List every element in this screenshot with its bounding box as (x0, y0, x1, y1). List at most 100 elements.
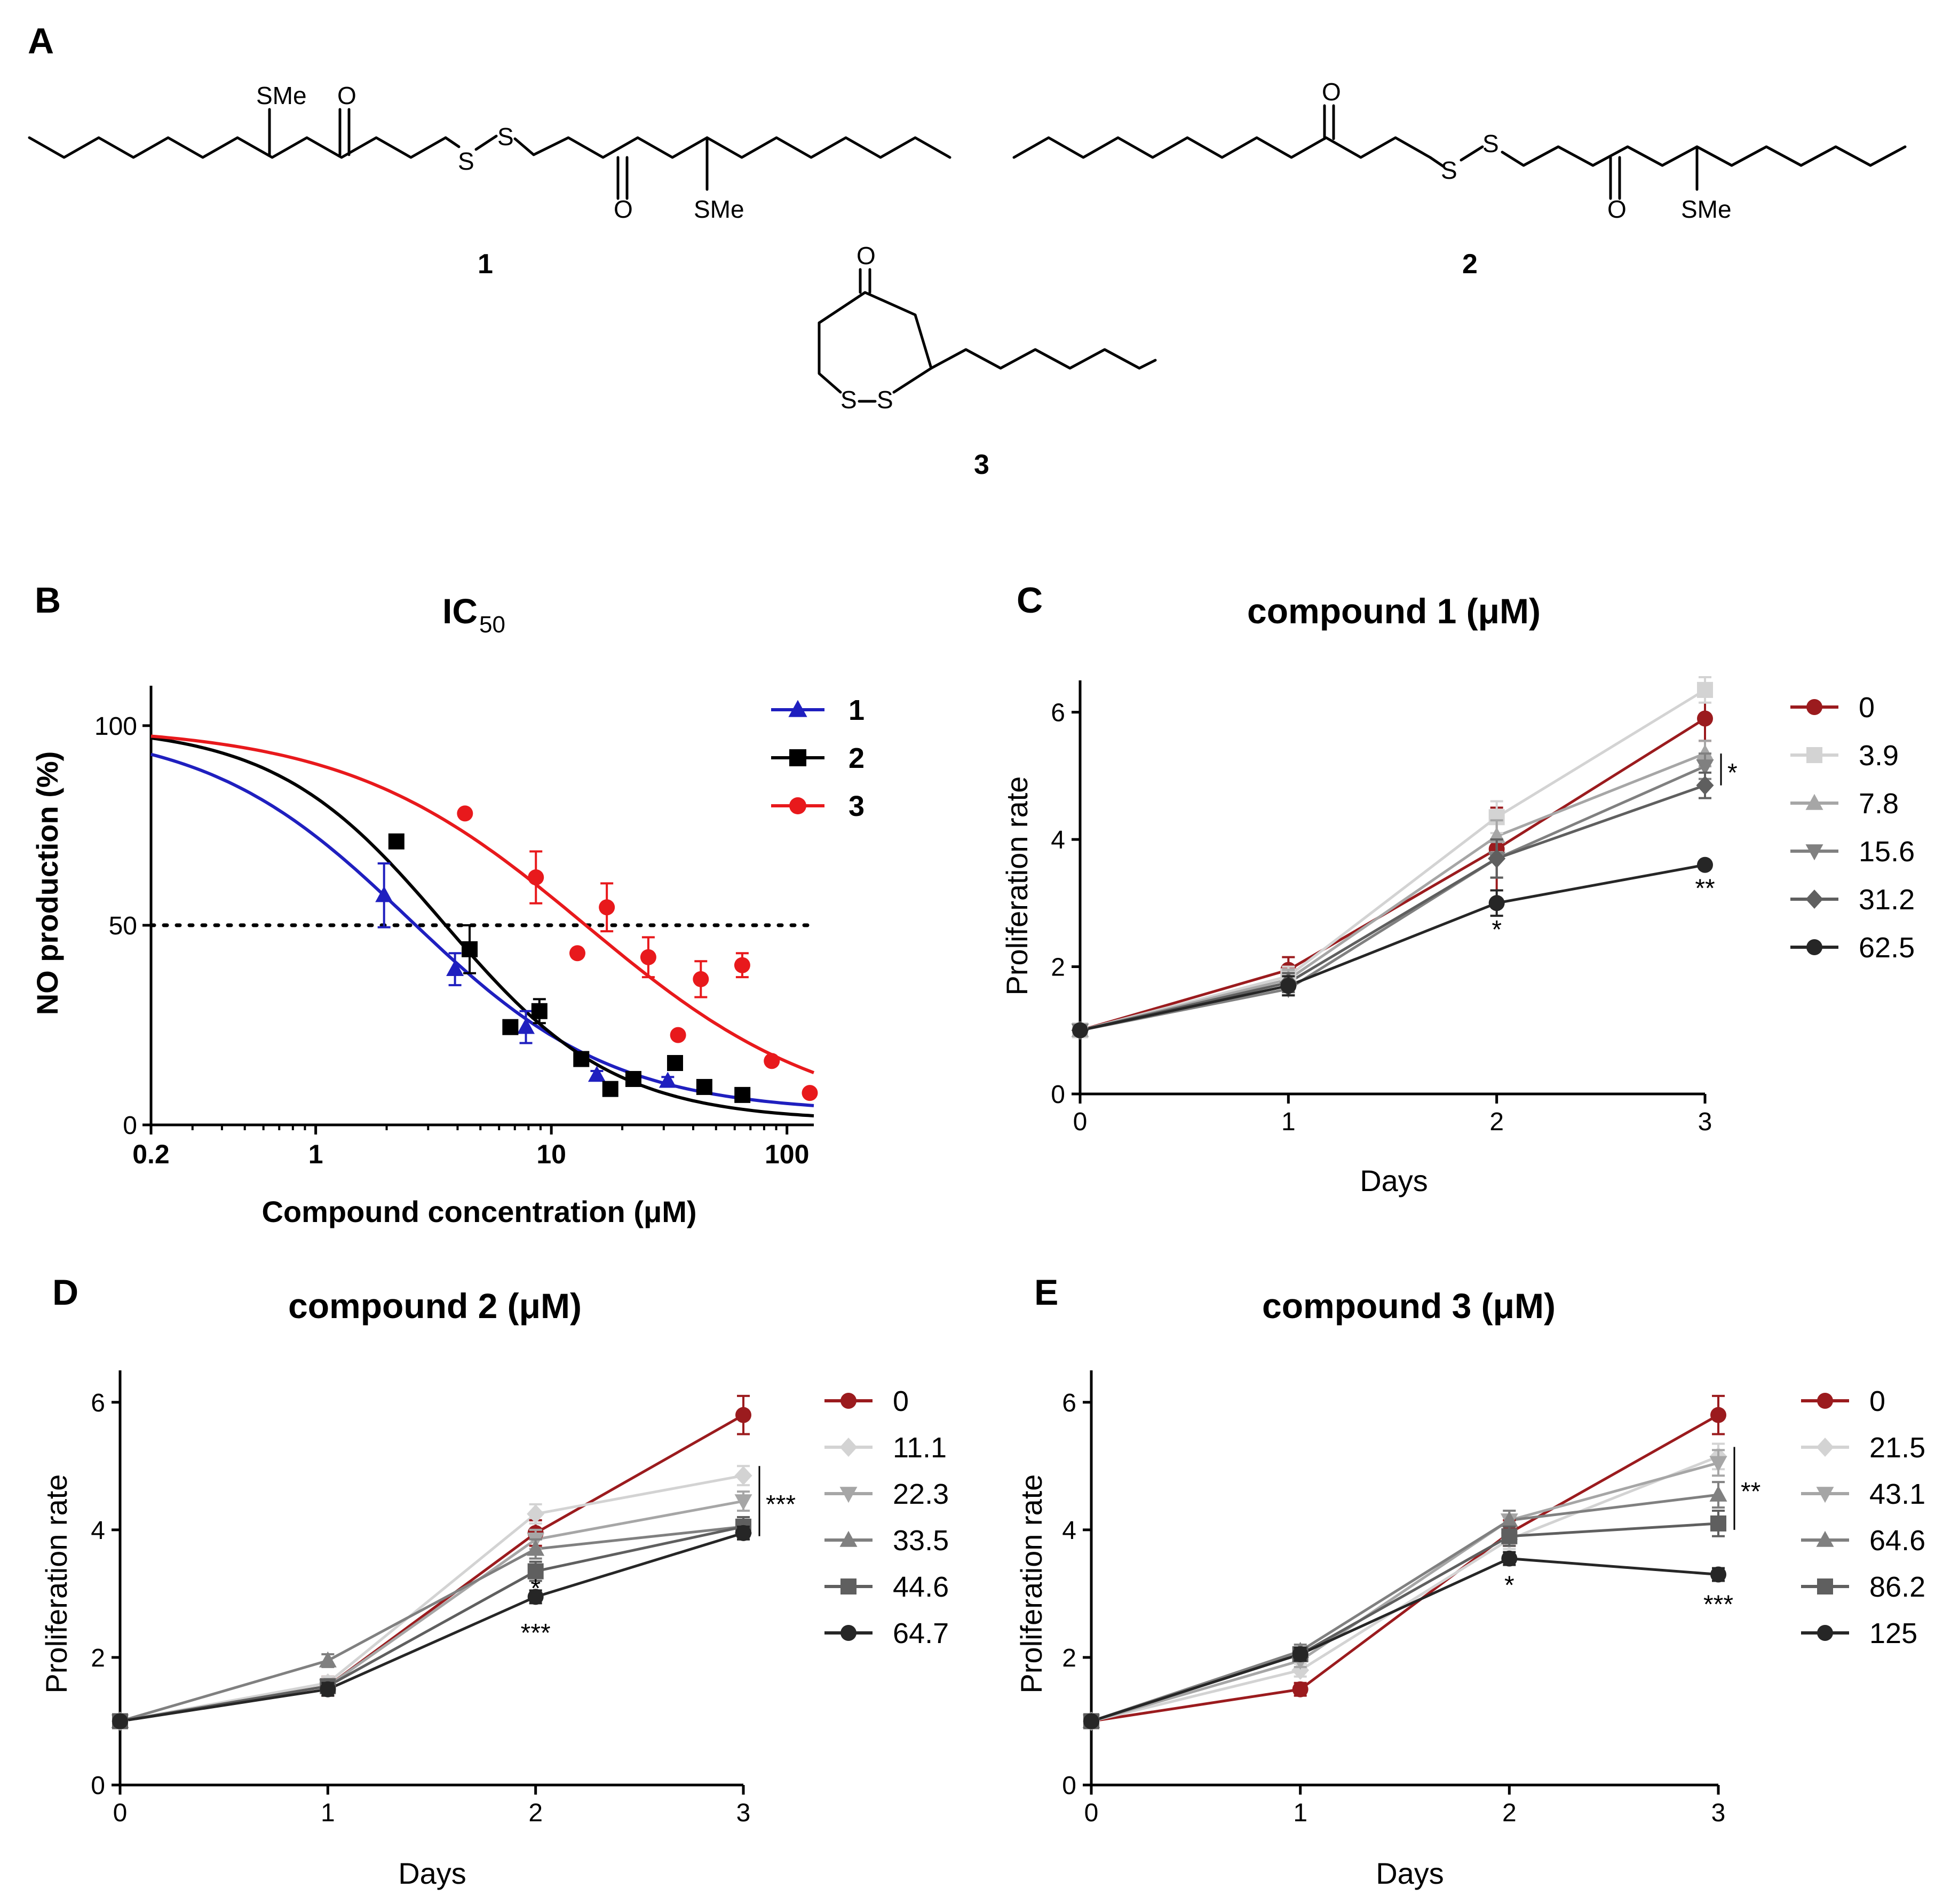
chart-d-legend-marker-64.7 (840, 1625, 856, 1641)
panel-d: D compound 2 (μM) Proliferation rate Day… (39, 1272, 949, 1890)
chart-c-line-31.2 (1080, 784, 1706, 1032)
chart-b-ytick-label-2: 100 (94, 712, 137, 741)
chart-e-point-125-3 (1710, 1566, 1726, 1583)
chart-b-point-3-1 (528, 869, 544, 886)
chart-e-legend-marker-0 (1817, 1393, 1833, 1409)
chart-d-legend-label-33.5: 33.5 (893, 1525, 949, 1557)
chart-e-line-64.6 (1091, 1493, 1719, 1723)
chart-b-point-1-3 (588, 1066, 606, 1082)
panel-label-b: B (35, 580, 61, 621)
chart-c-legend-label-31.2: 31.2 (1859, 884, 1915, 916)
chart-d-ytick-label-0: 0 (91, 1772, 105, 1800)
chart-e-legend-label-0: 0 (1869, 1385, 1885, 1417)
atom-s-2b: S (1482, 130, 1499, 157)
chart-c-point-62.5-1 (1280, 978, 1297, 994)
chart-b-point-3-7 (734, 957, 750, 973)
atom-s-3b: S (877, 386, 893, 414)
atom-s-1a: S (458, 147, 474, 175)
chart-d-point-64.7-3 (735, 1525, 751, 1541)
chart-c-xtick-label-1: 1 (1281, 1108, 1296, 1136)
atom-sme-2: SMe (1681, 195, 1732, 223)
compound-number-1: 1 (478, 249, 493, 280)
chart-b-legend-label-3: 3 (848, 790, 865, 822)
chart-b-fit-curve-1 (150, 752, 814, 1107)
chart-b-point-2-6 (625, 1070, 641, 1087)
chart-e-star-1: *** (1703, 1590, 1733, 1619)
chart-c-xtick-label-2: 2 (1489, 1108, 1504, 1136)
chart-b-point-3-5 (670, 1027, 686, 1043)
chart-b-point-2-2 (502, 1019, 519, 1035)
chart-b-legend-marker-3 (789, 797, 806, 814)
chart-d-point-22.3-3 (734, 1494, 752, 1511)
chart-d-star-1: *** (521, 1619, 551, 1647)
chart-c-line-3.9 (1080, 688, 1706, 1032)
chart-c-point-0-3 (1697, 710, 1713, 727)
atom-sme-1b: SMe (694, 195, 744, 223)
chart-d-bracket-star-2: *** (766, 1490, 796, 1519)
chart-e-point-0-1 (1292, 1681, 1308, 1697)
chart-c-bracket-star-2: * (1727, 759, 1738, 787)
chart-e-xlabel: Days (1376, 1857, 1444, 1890)
chart-b-xtick-label-3: 100 (765, 1139, 809, 1169)
chart-c-line-0 (1080, 717, 1706, 1032)
chart-b-point-2-5 (602, 1081, 618, 1097)
chart-d-point-64.7-0 (112, 1713, 128, 1730)
chart-e-legend-marker-43.1 (1816, 1487, 1834, 1503)
chart-e-point-64.6-2 (1500, 1511, 1518, 1527)
chart-b-title: IC (442, 591, 478, 631)
chart-e-point-86.2-3 (1710, 1515, 1726, 1532)
chart-c-legend-marker-7.8 (1805, 794, 1823, 810)
structure-1-chain-right (513, 136, 951, 159)
atom-o-2a: O (1322, 78, 1341, 106)
chart-c-ytick-label-2: 4 (1051, 826, 1065, 854)
chart-c-legend-marker-0 (1806, 699, 1822, 715)
chart-b-legend-label-2: 2 (848, 742, 865, 774)
chart-e-legend-marker-64.6 (1816, 1530, 1834, 1547)
chart-e-xtick-label-0: 0 (1084, 1799, 1099, 1827)
chart-b-point-2-9 (734, 1086, 751, 1103)
chart-e-xtick-label-1: 1 (1293, 1799, 1307, 1827)
chart-e-legend-marker-21.5 (1816, 1438, 1834, 1457)
chart-e-line-43.1 (1091, 1461, 1719, 1723)
atom-s-1b: S (497, 123, 514, 150)
chart-e-point-64.6-3 (1709, 1485, 1727, 1502)
panel-label-d: D (52, 1272, 78, 1313)
chart-b-legend-label-1: 1 (848, 694, 865, 726)
chart-b-point-3-2 (569, 945, 585, 962)
atom-o-1b: O (614, 195, 633, 223)
atom-o-2b: O (1607, 195, 1627, 223)
chart-d-point-11.1-3 (734, 1466, 752, 1486)
chart-c-point-7.8-3 (1696, 744, 1714, 760)
chart-d-legend-label-64.7: 64.7 (893, 1617, 949, 1649)
chart-e-ytick-label-3: 6 (1062, 1389, 1076, 1417)
chart-c-point-31.2-3 (1696, 775, 1714, 795)
chart-b-fit-curve-2 (150, 736, 814, 1117)
chart-e-line-21.5 (1091, 1455, 1719, 1723)
chart-b-point-1-0 (375, 886, 393, 902)
chart-d-point-0-3 (735, 1407, 751, 1423)
chart-b-title-subscript: 50 (479, 612, 505, 638)
atom-sme-1a: SMe (256, 82, 307, 109)
chart-c-star-0: * (1492, 916, 1502, 944)
chart-e-line-0 (1091, 1414, 1719, 1723)
chart-e-ylabel: Proliferation rate (1014, 1474, 1048, 1694)
chart-c-line-7.8 (1080, 752, 1706, 1032)
compound-number-2: 2 (1462, 249, 1478, 280)
chart-e-title: compound 3 (μM) (1262, 1286, 1556, 1326)
chart-c-legend-label-15.6: 15.6 (1859, 836, 1915, 868)
chart-e-legend-label-86.2: 86.2 (1869, 1571, 1925, 1603)
chart-e-point-125-2 (1501, 1550, 1518, 1567)
compound-number-3: 3 (974, 449, 989, 480)
chart-b-ylabel: NO production (%) (30, 751, 64, 1016)
chart-e-legend-marker-125 (1817, 1625, 1833, 1641)
chart-e-legend-marker-86.2 (1817, 1578, 1833, 1594)
chart-d-title: compound 2 (μM) (288, 1286, 582, 1326)
chart-b-plot: 0 50 100 0.2 1 10 100 1 2 3 (94, 686, 865, 1169)
chart-d-xlabel: Days (398, 1857, 466, 1890)
chart-d-line-64.7 (120, 1532, 744, 1723)
chart-b-legend-marker-1 (788, 700, 807, 717)
chart-c-line-15.6 (1080, 765, 1706, 1032)
